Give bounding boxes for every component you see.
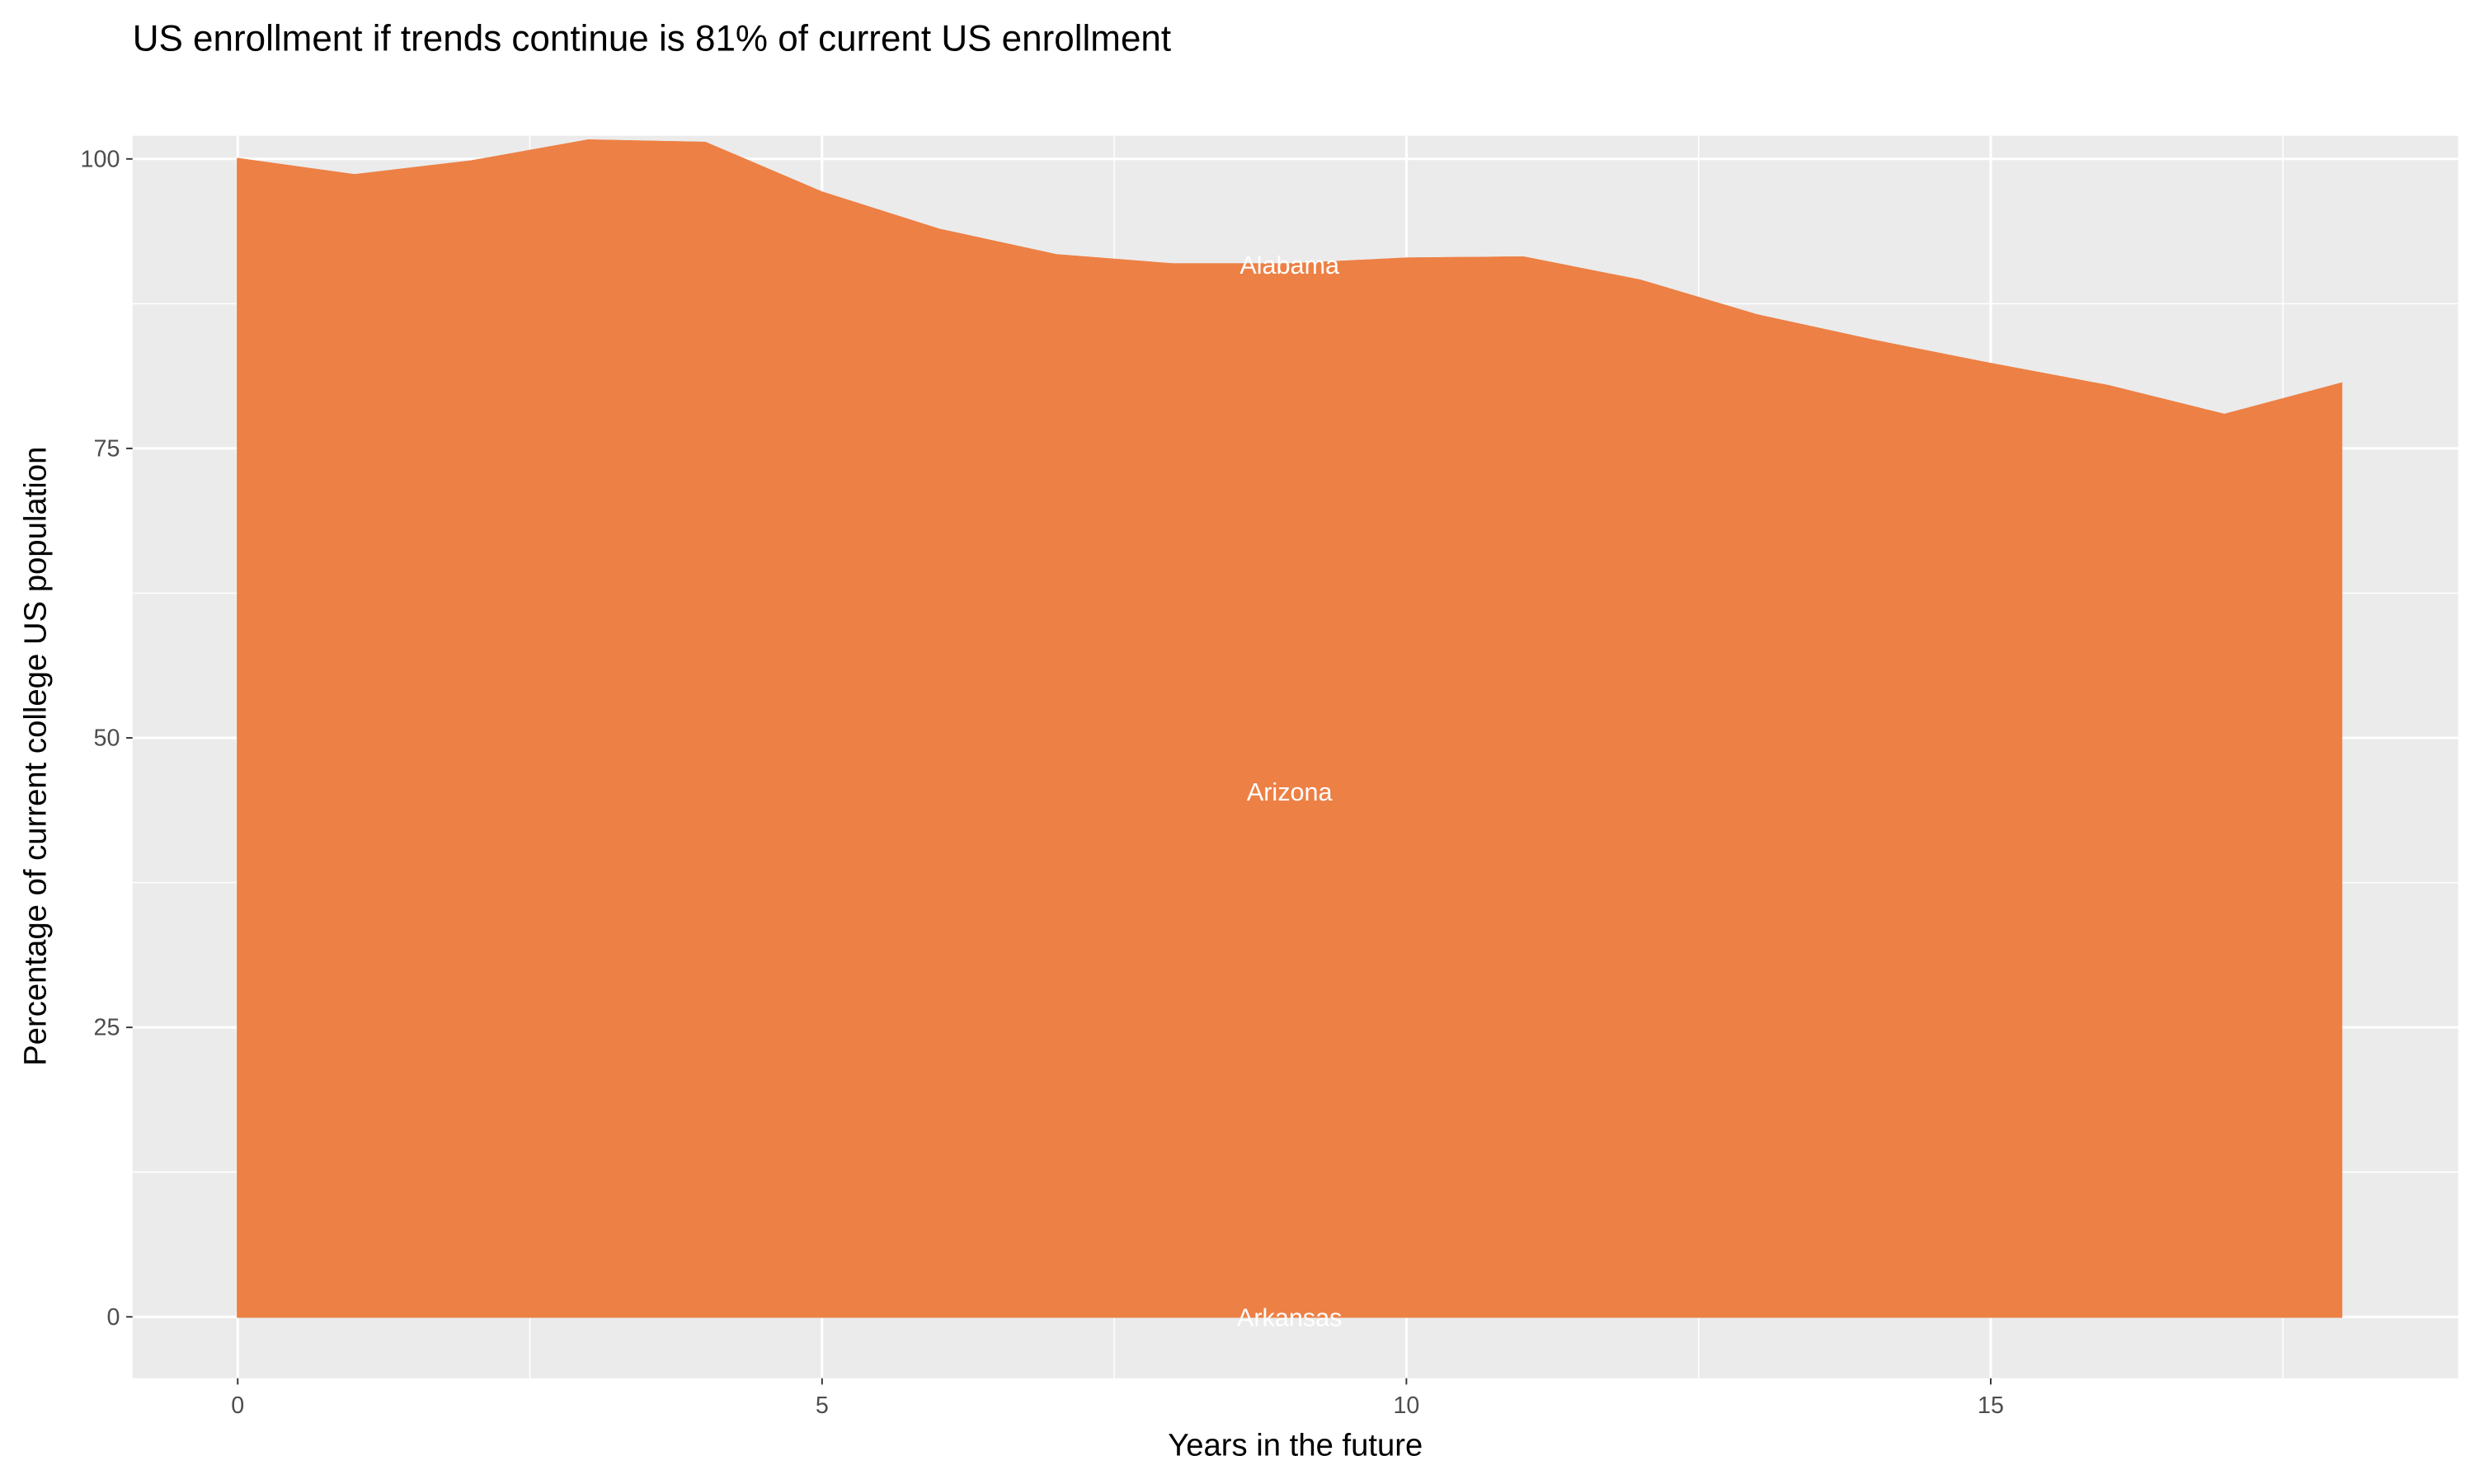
- x-tick-label: 15: [1978, 1392, 2004, 1419]
- y-tick-label: 100: [81, 146, 120, 172]
- area-label-arizona: Arizona: [1247, 778, 1333, 806]
- area-label-arkansas: Arkansas: [1237, 1304, 1343, 1332]
- y-tick-label: 0: [106, 1304, 120, 1331]
- x-axis-label: Years in the future: [1168, 1428, 1423, 1463]
- y-tick-label: 75: [93, 435, 120, 462]
- y-axis: 0 25 50 75 100: [81, 146, 133, 1331]
- x-tick-label: 10: [1393, 1392, 1419, 1419]
- area-labels: Alabama Arizona Arkansas: [1237, 251, 1343, 1332]
- y-tick-label: 25: [93, 1015, 120, 1041]
- x-tick-label: 5: [816, 1392, 829, 1419]
- x-tick-label: 0: [231, 1392, 244, 1419]
- chart-title: US enrollment if trends continue is 81% …: [133, 18, 1171, 59]
- y-axis-label: Percentage of current college US populat…: [17, 447, 53, 1066]
- areas: [237, 139, 2343, 1318]
- area-label-alabama: Alabama: [1239, 251, 1340, 279]
- x-axis: 0 5 10 15: [231, 1378, 2004, 1419]
- y-tick-label: 50: [93, 726, 120, 752]
